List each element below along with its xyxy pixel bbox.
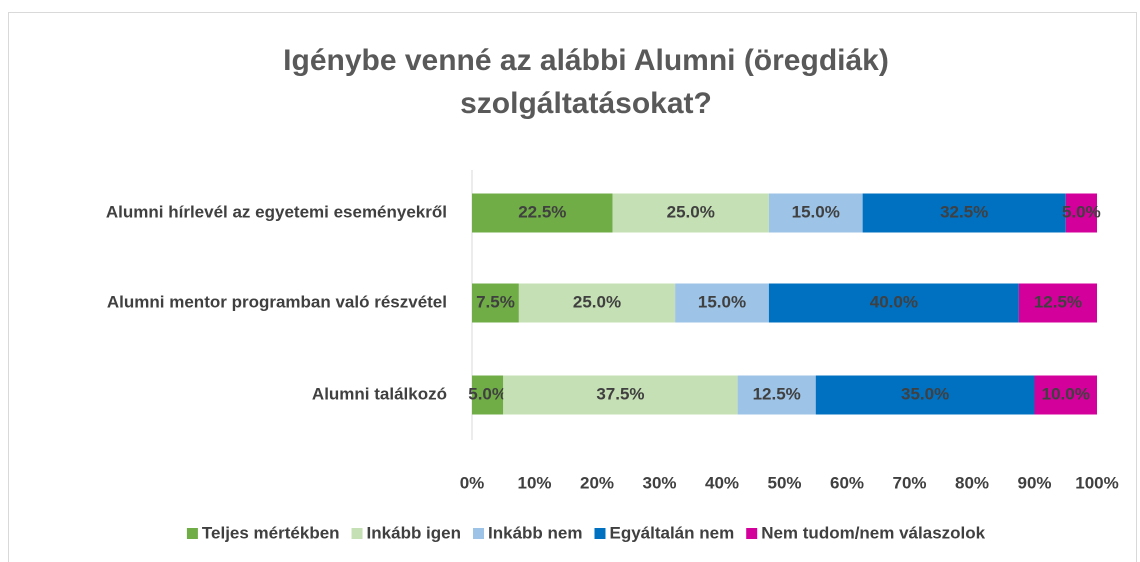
value-label: 37.5%: [596, 384, 644, 403]
chart-border: [8, 12, 1137, 562]
x-tick-label: 20%: [580, 473, 614, 492]
x-tick-label: 40%: [705, 473, 739, 492]
value-label: 10.0%: [1042, 384, 1090, 403]
x-tick-label: 80%: [955, 473, 989, 492]
value-label: 5.0%: [1062, 202, 1101, 221]
legend-label: Nem tudom/nem válaszolok: [761, 523, 985, 542]
x-tick-label: 50%: [767, 473, 801, 492]
bar-segment: [815, 375, 1035, 415]
legend-swatch: [351, 528, 363, 539]
x-tick-label: 10%: [517, 473, 551, 492]
x-tick-label: 100%: [1075, 473, 1118, 492]
bar-segment: [1065, 193, 1097, 233]
value-label: 5.0%: [468, 384, 507, 403]
x-tick-label: 90%: [1017, 473, 1051, 492]
value-label: 25.0%: [573, 292, 621, 311]
value-label: 12.5%: [753, 384, 801, 403]
x-tick-label: 0%: [460, 473, 485, 492]
category-label: Alumni mentor programban való részvétel: [107, 292, 447, 311]
chart-title: Igénybe venné az alábbi Alumni (öregdiák…: [283, 44, 889, 77]
value-label: 15.0%: [792, 202, 840, 221]
legend-label: Inkább igen: [367, 523, 461, 542]
value-label: 40.0%: [870, 292, 918, 311]
x-tick-label: 60%: [830, 473, 864, 492]
bar-segment: [675, 283, 769, 323]
legend-swatch: [186, 528, 198, 539]
value-label: 35.0%: [901, 384, 949, 403]
value-label: 12.5%: [1034, 292, 1082, 311]
category-label: Alumni találkozó: [312, 384, 447, 403]
legend-swatch: [473, 528, 485, 539]
x-tick-label: 30%: [642, 473, 676, 492]
x-tick-label: 70%: [892, 473, 926, 492]
bar-segment: [472, 193, 613, 233]
legend-swatch: [594, 528, 606, 539]
bar-segment: [768, 193, 863, 233]
legend-swatch: [746, 528, 758, 539]
value-label: 32.5%: [940, 202, 988, 221]
value-label: 7.5%: [476, 292, 515, 311]
bar-segment: [1018, 283, 1097, 323]
chart-title: szolgáltatásokat?: [460, 87, 712, 120]
value-label: 15.0%: [698, 292, 746, 311]
value-label: 25.0%: [667, 202, 715, 221]
value-label: 22.5%: [518, 202, 566, 221]
category-label: Alumni hírlevél az egyetemi eseményekről: [106, 202, 447, 221]
bar-segment: [518, 283, 676, 323]
bar-segment: [862, 193, 1066, 233]
legend-label: Teljes mértékben: [202, 523, 340, 542]
bar-segment: [737, 375, 816, 415]
bar-segment: [503, 375, 738, 415]
legend-label: Inkább nem: [488, 523, 582, 542]
bar-segment: [768, 283, 1019, 323]
bar-segment: [472, 375, 504, 415]
bar-segment: [472, 283, 519, 323]
bar-segment: [1034, 375, 1097, 415]
bar-segment: [612, 193, 769, 233]
legend-label: Egyáltalán nem: [609, 523, 734, 542]
